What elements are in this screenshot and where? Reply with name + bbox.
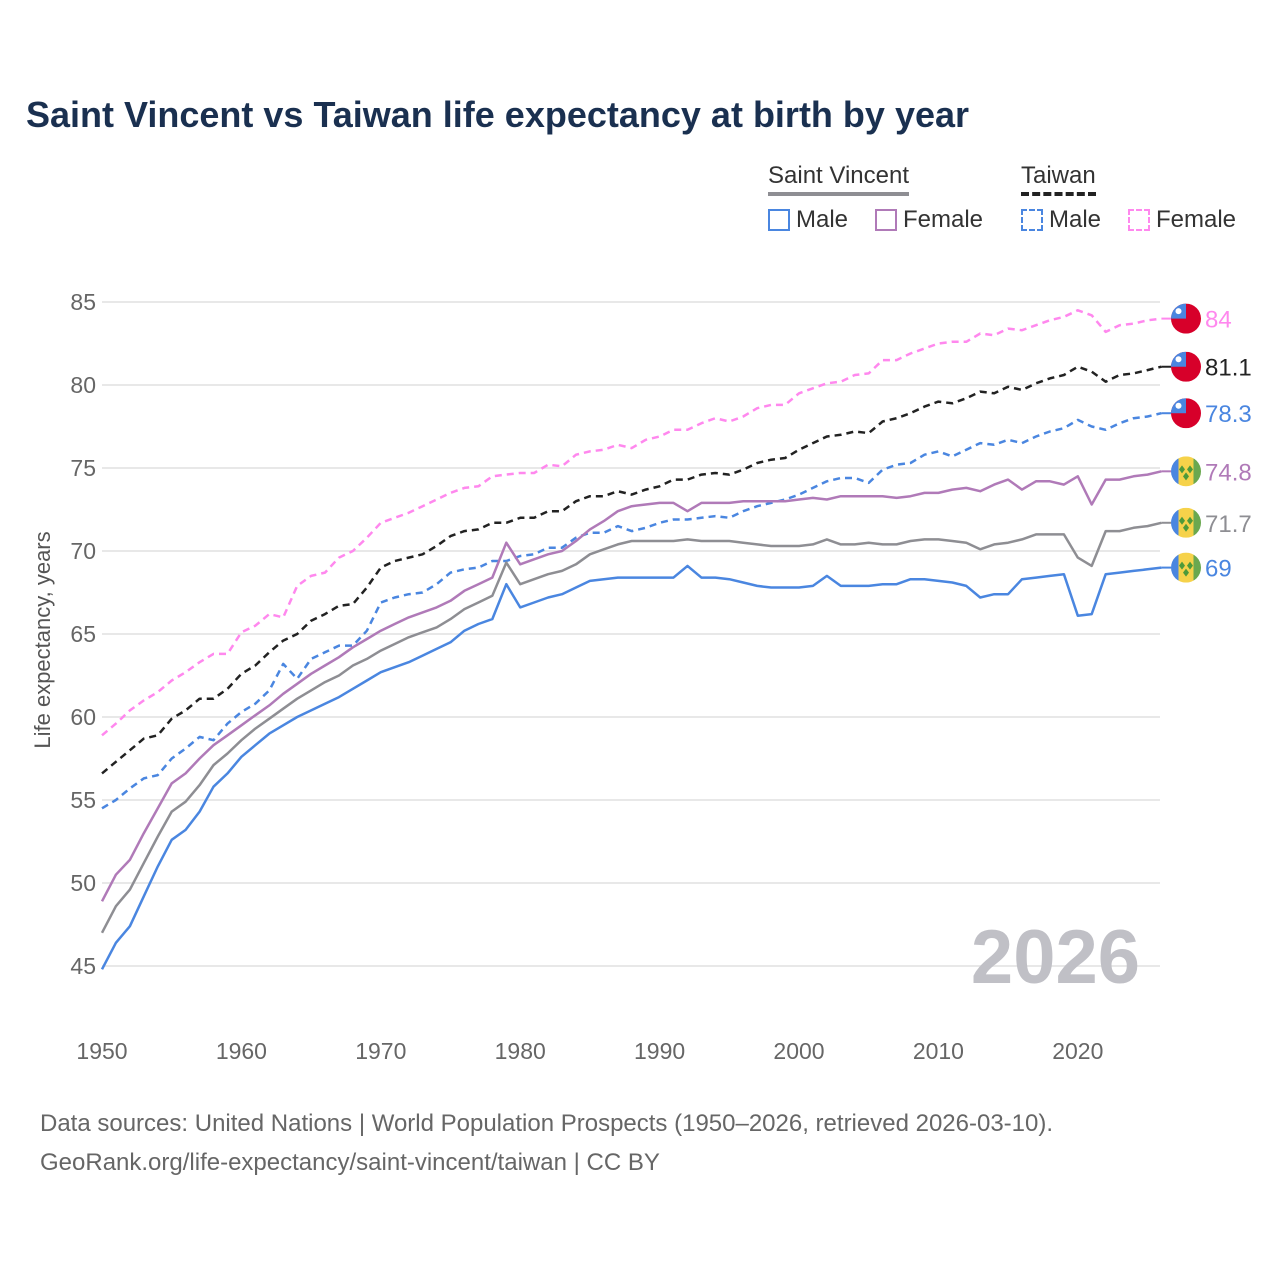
flag-sun [1175,356,1182,363]
flag-blue [1171,507,1179,538]
flag-diamond [1187,465,1193,474]
flag-blue [1171,552,1179,583]
x-tick-label: 2020 [1052,1038,1103,1064]
x-tick-label: 1980 [495,1038,546,1064]
legend-swatch [1021,209,1043,231]
x-tick-label: 2010 [913,1038,964,1064]
y-tick-label: 80 [70,372,96,398]
flag-diamond [1179,561,1185,570]
y-tick-label: 55 [70,787,96,813]
flag-green [1193,507,1201,538]
y-tick-label: 60 [70,704,96,730]
flag-diamond [1183,472,1189,481]
y-axis-label: Life expectancy, years [30,531,55,748]
flag-body [1171,507,1201,538]
flag-sun [1175,402,1182,409]
flag-body [1171,456,1201,487]
y-tick-label: 75 [70,455,96,481]
series-line-saint-vincent-male [100,564,1162,970]
chart-title: Saint Vincent vs Taiwan life expectancy … [26,94,970,135]
legend-swatch [1128,209,1150,231]
flag-yellow [1178,507,1194,538]
end-value-label: 84 [1205,307,1232,334]
source-url[interactable]: GeoRank.org/life-expectancy/saint-vincen… [40,1149,660,1176]
flag-diamond [1179,516,1185,525]
x-tick-label: 2000 [773,1038,824,1064]
end-value-label: 74.8 [1205,459,1252,486]
flag-green [1193,552,1201,583]
flag-body [1171,351,1201,382]
flag-diamond [1187,516,1193,525]
flag-diamond [1179,465,1185,474]
flag-body [1171,552,1201,583]
legend-item-sv-male[interactable]: Male [768,206,848,234]
legend-group-saint-vincent: Saint Vincent [768,162,909,196]
end-value-label: 78.3 [1205,401,1252,428]
y-tick-label: 50 [70,870,96,896]
flag-yellow [1178,456,1194,487]
flag-yellow [1178,552,1194,583]
series-line-taiwan-female [101,309,1162,737]
saint-vincent-flag-icon [1171,552,1201,583]
legend-label: Female [1156,206,1237,233]
y-tick-label: 65 [70,621,96,647]
end-value-label: 81.1 [1205,355,1252,382]
saint-vincent-flag-icon [1171,507,1201,538]
flag-body [1171,398,1201,429]
x-tick-label: 1950 [76,1038,127,1064]
taiwan-flag-icon [1171,351,1201,382]
legend-item-tw-male[interactable]: Male [1021,206,1101,234]
series-line-saint-vincent [100,521,1162,934]
x-tick-label: 1970 [355,1038,406,1064]
flag-blue [1171,456,1179,487]
flag-diamond [1183,523,1189,532]
end-value-label: 71.7 [1205,511,1252,538]
series-line-taiwan [101,365,1162,775]
legend-item-sv-female[interactable]: Female [875,206,983,234]
y-tick-label: 45 [70,953,96,979]
legend-swatch [768,209,790,231]
flag-green [1193,456,1201,487]
y-tick-label: 70 [70,538,96,564]
flag-diamond [1187,561,1193,570]
taiwan-flag-icon [1171,398,1201,429]
legend-label: Female [903,206,984,233]
x-tick-label: 1990 [634,1038,685,1064]
series-line-taiwan-male [101,411,1162,810]
x-tick-label: 1960 [216,1038,267,1064]
footer: Data sources: United Nations | World Pop… [40,1104,1053,1182]
legend-label: Male [1049,206,1102,233]
taiwan-flag-icon [1171,303,1201,334]
y-tick-label: 85 [70,289,96,315]
flag-sun [1175,308,1182,315]
end-value-label: 69 [1205,556,1232,583]
series-line-saint-vincent-female [100,470,1162,902]
data-source: Data sources: United Nations | World Pop… [40,1110,1054,1137]
flag-diamond [1183,568,1189,577]
year-watermark: 2026 [971,915,1140,1000]
legend-label: Male [796,206,849,233]
legend-swatch [875,209,897,231]
saint-vincent-flag-icon [1171,456,1201,487]
legend-item-tw-female[interactable]: Female [1128,206,1236,234]
flag-body [1171,303,1201,334]
legend-group-taiwan: Taiwan [1021,162,1096,196]
